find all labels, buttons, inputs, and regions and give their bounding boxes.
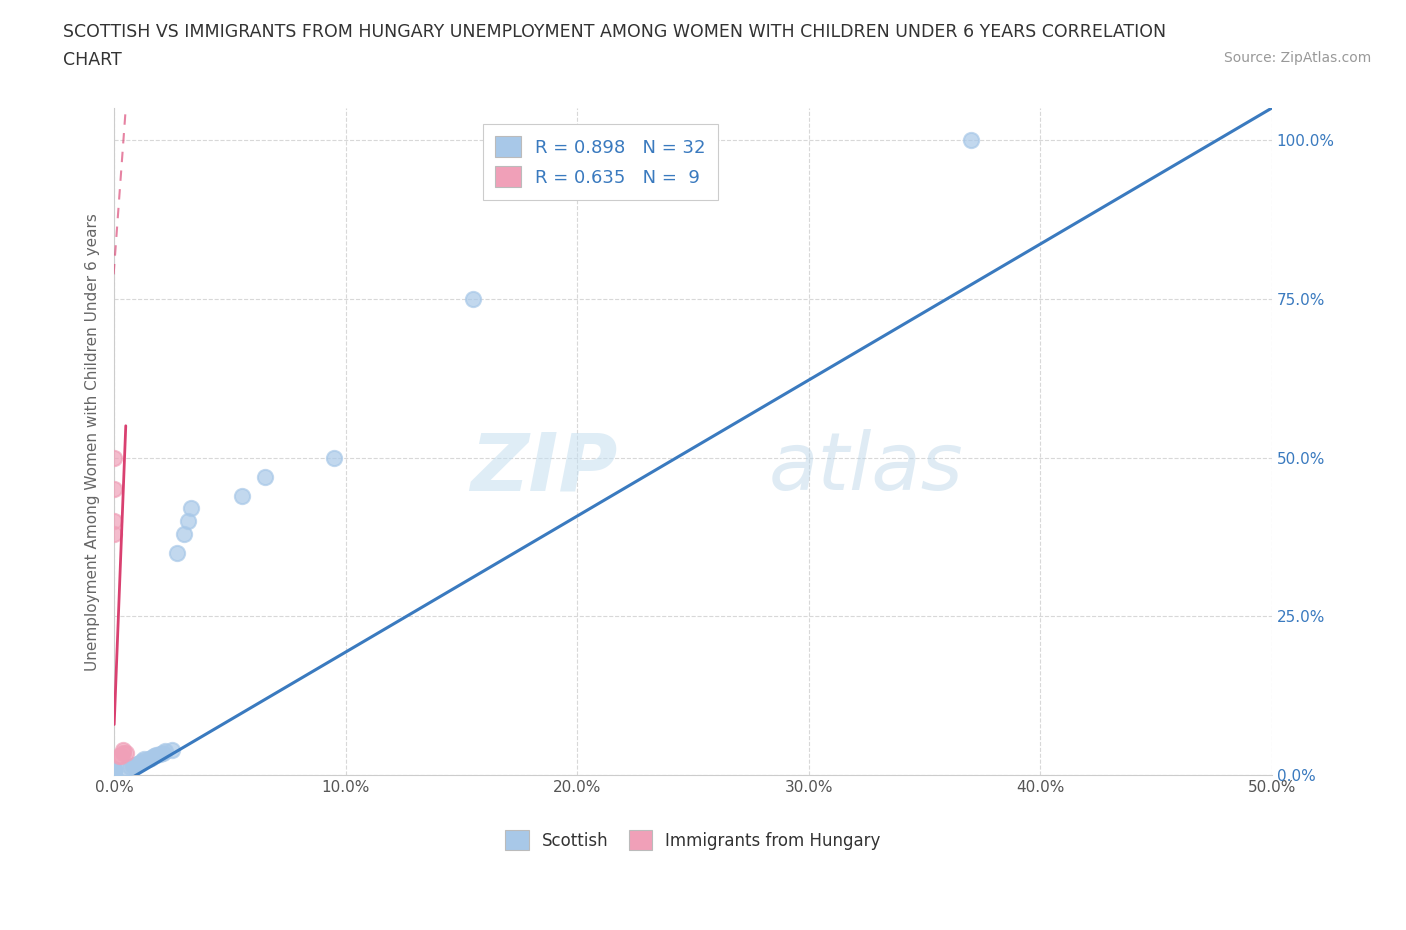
Point <box>103 762 125 777</box>
Point <box>121 758 143 773</box>
Point <box>124 757 146 772</box>
Point <box>103 450 125 465</box>
Point <box>103 526 125 541</box>
Point <box>114 760 136 775</box>
Point <box>108 749 131 764</box>
Point <box>149 747 172 762</box>
Point <box>461 291 484 306</box>
Point <box>128 755 150 770</box>
Point <box>160 742 183 757</box>
Point <box>103 768 125 783</box>
Point <box>177 513 200 528</box>
Text: CHART: CHART <box>63 51 122 69</box>
Text: atlas: atlas <box>768 430 963 508</box>
Point <box>323 450 346 465</box>
Point <box>103 513 125 528</box>
Point <box>134 752 156 767</box>
Text: ZIP: ZIP <box>471 430 617 508</box>
Point <box>103 764 125 778</box>
Point <box>114 746 136 761</box>
Point <box>127 756 149 771</box>
Point <box>103 764 125 779</box>
Y-axis label: Unemployment Among Women with Children Under 6 years: Unemployment Among Women with Children U… <box>86 213 100 671</box>
Point <box>103 763 125 777</box>
Text: Source: ZipAtlas.com: Source: ZipAtlas.com <box>1223 51 1371 65</box>
Point <box>131 754 153 769</box>
Point <box>110 749 132 764</box>
Point <box>141 751 163 765</box>
Point <box>103 768 125 783</box>
Point <box>142 749 165 764</box>
Point <box>166 545 188 560</box>
Point <box>152 746 174 761</box>
Point <box>112 742 135 757</box>
Point <box>960 132 983 147</box>
Point <box>138 752 160 767</box>
Point <box>153 744 176 759</box>
Point <box>231 488 253 503</box>
Point <box>173 526 195 541</box>
Legend: Scottish, Immigrants from Hungary: Scottish, Immigrants from Hungary <box>499 824 887 857</box>
Point <box>103 482 125 497</box>
Point <box>145 748 167 763</box>
Point <box>112 746 135 761</box>
Point <box>180 501 202 516</box>
Text: SCOTTISH VS IMMIGRANTS FROM HUNGARY UNEMPLOYMENT AMONG WOMEN WITH CHILDREN UNDER: SCOTTISH VS IMMIGRANTS FROM HUNGARY UNEM… <box>63 23 1167 41</box>
Point <box>253 469 276 484</box>
Point <box>120 760 142 775</box>
Point <box>103 768 125 783</box>
